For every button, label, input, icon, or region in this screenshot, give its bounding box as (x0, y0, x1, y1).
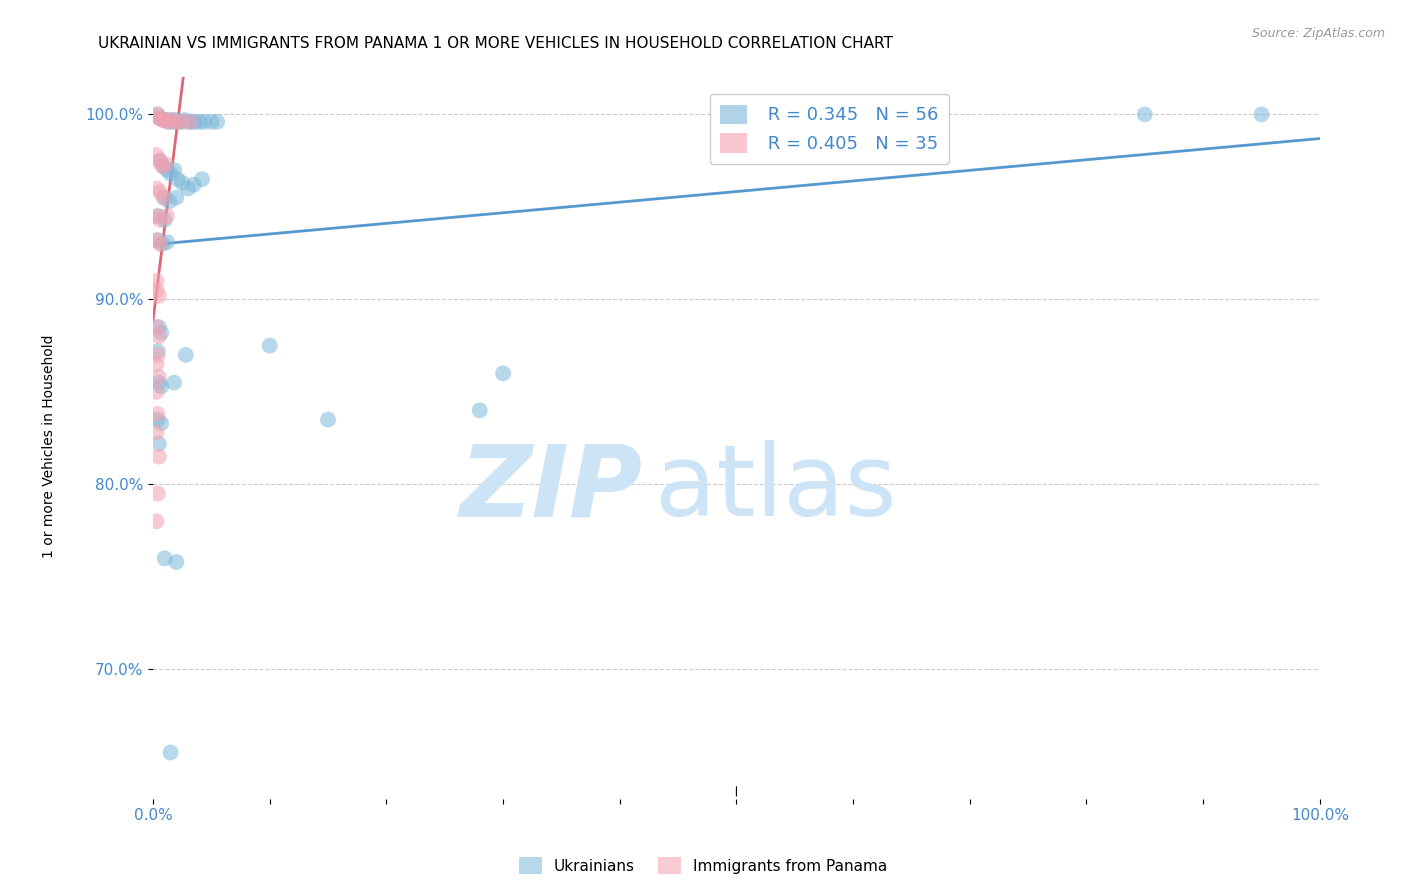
Point (162, 115, 184, 129)
Point (468, 403, 491, 417)
Point (148, 370, 170, 384)
Point (1133, 107, 1156, 121)
Point (152, 113, 174, 128)
Point (155, 113, 177, 128)
Point (146, 412, 169, 426)
Point (145, 320, 167, 334)
Point (157, 194, 180, 209)
Point (150, 417, 173, 431)
Point (146, 407, 169, 421)
Point (145, 274, 167, 288)
Point (159, 167, 181, 181)
Point (156, 235, 179, 249)
Point (146, 486, 169, 500)
Point (188, 115, 211, 129)
Point (173, 113, 195, 128)
Point (148, 436, 170, 450)
Point (153, 113, 176, 128)
Point (193, 115, 215, 129)
Point (184, 115, 207, 129)
Text: UKRAINIAN VS IMMIGRANTS FROM PANAMA 1 OR MORE VEHICLES IN HOUSEHOLD CORRELATION : UKRAINIAN VS IMMIGRANTS FROM PANAMA 1 OR… (98, 36, 893, 51)
Point (156, 162, 179, 177)
Point (145, 233, 167, 247)
Point (166, 115, 188, 129)
Point (145, 181, 167, 195)
Point (183, 178, 205, 192)
Point (165, 113, 187, 128)
Point (259, 338, 281, 352)
Point (160, 113, 183, 128)
Point (316, 412, 339, 426)
Point (163, 162, 186, 177)
Point (148, 376, 170, 390)
Point (150, 159, 173, 173)
Point (179, 115, 201, 129)
Point (180, 115, 202, 129)
Legend:  R = 0.345   N = 56,  R = 0.405   N = 35: R = 0.345 N = 56, R = 0.405 N = 35 (710, 94, 949, 164)
Point (191, 172, 214, 186)
Point (155, 157, 177, 171)
Point (150, 379, 173, 393)
Point (145, 209, 167, 223)
Point (145, 425, 167, 440)
Point (177, 115, 200, 129)
Point (200, 115, 222, 129)
Point (148, 153, 170, 168)
Point (146, 107, 169, 121)
Point (145, 357, 167, 371)
Point (159, 746, 181, 760)
Point (149, 212, 172, 227)
Point (148, 329, 170, 343)
Point (150, 236, 173, 251)
Point (149, 185, 172, 199)
Text: Source: ZipAtlas.com: Source: ZipAtlas.com (1251, 27, 1385, 40)
Point (149, 153, 172, 168)
Point (157, 115, 180, 129)
Point (145, 107, 167, 121)
Point (146, 344, 169, 359)
Text: 1 or more Vehicles in Household: 1 or more Vehicles in Household (42, 334, 56, 558)
Point (146, 348, 169, 362)
Point (148, 209, 170, 223)
Point (145, 514, 167, 528)
Point (152, 159, 174, 173)
Point (149, 111, 172, 125)
Point (152, 191, 174, 205)
Point (148, 111, 170, 125)
Point (153, 191, 176, 205)
Point (145, 283, 167, 297)
Point (153, 551, 176, 566)
Point (165, 115, 187, 129)
Point (157, 115, 180, 129)
Text: atlas: atlas (655, 440, 897, 537)
Point (159, 113, 181, 128)
Point (148, 450, 170, 464)
Point (145, 384, 167, 399)
Point (145, 148, 167, 162)
Legend: Ukrainians, Immigrants from Panama: Ukrainians, Immigrants from Panama (513, 851, 893, 880)
Point (172, 115, 194, 129)
Point (165, 191, 187, 205)
Point (900, 107, 922, 121)
Point (150, 326, 173, 340)
Point (165, 555, 187, 569)
Point (205, 115, 228, 129)
Point (156, 209, 179, 223)
Point (1250, 107, 1272, 121)
Point (148, 288, 170, 302)
Point (153, 212, 176, 227)
Text: ZIP: ZIP (460, 440, 643, 537)
Point (166, 172, 188, 186)
Point (146, 233, 169, 247)
Point (148, 320, 170, 334)
Point (492, 367, 515, 381)
Point (170, 115, 193, 129)
Point (150, 113, 173, 128)
Point (149, 236, 172, 251)
Point (177, 181, 200, 195)
Point (174, 348, 197, 362)
Point (172, 176, 194, 190)
Point (163, 376, 186, 390)
